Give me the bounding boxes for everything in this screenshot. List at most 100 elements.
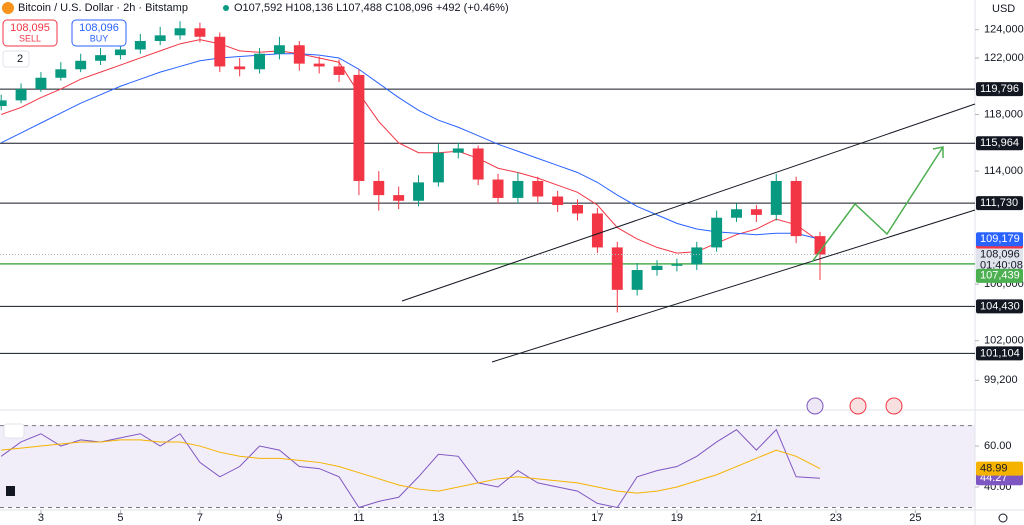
channel-lower bbox=[491, 209, 976, 363]
buy-price: 108,096 bbox=[79, 22, 119, 34]
y-tick-label: 99,200 bbox=[984, 374, 1018, 386]
candle-body bbox=[691, 247, 703, 265]
candle-body bbox=[273, 45, 285, 54]
x-tick-label: 21 bbox=[750, 512, 762, 524]
level-label-bg bbox=[976, 196, 1023, 211]
price-axis: 124,000122,000118,000114,000106,000102,0… bbox=[975, 24, 1024, 493]
sell-button[interactable] bbox=[2, 19, 58, 47]
sell-label: SELL bbox=[19, 33, 41, 43]
rsi-value-label: 48.99 bbox=[980, 463, 1008, 475]
y-tick-label: 114,000 bbox=[984, 165, 1023, 177]
candle-body bbox=[472, 148, 484, 180]
candle-body bbox=[393, 195, 405, 201]
last-price-bg bbox=[976, 248, 1023, 273]
candle-body bbox=[532, 180, 544, 197]
candle-body bbox=[552, 196, 564, 205]
candle-body bbox=[671, 264, 683, 266]
level-label: 111,730 bbox=[980, 197, 1018, 209]
moving-average bbox=[1, 39, 821, 254]
settings-icon[interactable] bbox=[998, 513, 1008, 523]
level-label-bg bbox=[976, 346, 1023, 361]
x-tick-label: 3 bbox=[38, 512, 44, 524]
level-label-bg bbox=[976, 82, 1023, 97]
candle-body bbox=[75, 60, 87, 70]
symbol-logo bbox=[2, 2, 14, 14]
candle-body bbox=[814, 236, 826, 255]
candle-body bbox=[413, 182, 425, 201]
candle-body bbox=[293, 45, 305, 64]
channel-upper bbox=[401, 103, 976, 302]
event-icon[interactable] bbox=[885, 397, 903, 415]
level-label: 119,796 bbox=[980, 83, 1019, 95]
candle-body bbox=[452, 148, 464, 153]
support-label-bg bbox=[976, 268, 1023, 283]
candle-body bbox=[95, 55, 107, 61]
symbol-title: Bitcoin / U.S. Dollar · 2h · Bitstamp bbox=[18, 2, 188, 14]
candle-body bbox=[174, 28, 186, 36]
x-tick-label: 9 bbox=[276, 512, 282, 524]
x-tick-label: 19 bbox=[671, 512, 683, 524]
candle-body bbox=[711, 217, 723, 248]
y-tick-label: 102,000 bbox=[984, 335, 1024, 347]
x-tick-label: 15 bbox=[512, 512, 524, 524]
candle-body bbox=[572, 205, 583, 214]
support-label: 107,439 bbox=[980, 270, 1020, 282]
x-tick-label: 25 bbox=[909, 512, 921, 524]
candle-body bbox=[55, 69, 67, 78]
candle-body bbox=[750, 209, 762, 215]
status-dot bbox=[223, 5, 229, 11]
y-tick-label: 118,000 bbox=[984, 108, 1023, 120]
candle-body bbox=[432, 152, 444, 183]
candle-body bbox=[194, 28, 206, 37]
candle-body bbox=[512, 180, 524, 198]
candle-body bbox=[114, 49, 126, 56]
level-label-bg bbox=[976, 136, 1023, 151]
indicator-count: 2 bbox=[17, 53, 23, 65]
candle-body bbox=[313, 63, 325, 67]
countdown: 01:40:08 bbox=[980, 259, 1023, 271]
candle-body bbox=[631, 270, 643, 290]
buy-button[interactable] bbox=[71, 19, 127, 47]
candle-body bbox=[492, 179, 504, 198]
x-tick-label: 17 bbox=[591, 512, 603, 524]
candle-body bbox=[790, 180, 802, 237]
buy-label: BUY bbox=[90, 33, 109, 43]
candle-body bbox=[731, 209, 742, 218]
plot: 3 5 7 9 11 13 15 17 19 21 23 25 bbox=[0, 21, 975, 524]
ohlc: O107,592 H108,136 L107,488 C108,096 +492… bbox=[234, 2, 509, 14]
projection-path bbox=[811, 146, 944, 263]
candle-body bbox=[35, 77, 47, 90]
header-bg bbox=[0, 0, 480, 17]
level-label: 115,964 bbox=[980, 137, 1019, 149]
moving-average bbox=[0, 53, 821, 240]
rsi-line bbox=[1, 439, 821, 494]
candle-body bbox=[154, 35, 166, 41]
projection-arrow bbox=[932, 146, 944, 158]
x-tick-label: 5 bbox=[117, 512, 123, 524]
sell-price: 108,095 bbox=[10, 22, 50, 34]
candle-body bbox=[333, 66, 345, 75]
candle-body bbox=[0, 100, 7, 107]
y-tick-label: 124,000 bbox=[984, 24, 1024, 36]
candle-body bbox=[591, 213, 603, 248]
y-tick-label: 60.00 bbox=[984, 440, 1012, 452]
indicator-toggle[interactable] bbox=[2, 50, 30, 68]
candle-body bbox=[15, 89, 27, 101]
pane-collapse[interactable] bbox=[3, 423, 25, 439]
ma-label: 109,179 bbox=[980, 233, 1020, 245]
candle-body bbox=[214, 36, 226, 67]
level-label: 101,104 bbox=[980, 347, 1020, 359]
x-tick-label: 13 bbox=[432, 512, 444, 524]
x-tick-label: 7 bbox=[197, 512, 203, 524]
x-tick-label: 11 bbox=[353, 512, 364, 524]
level-label-bg bbox=[976, 299, 1023, 314]
level-label: 104,430 bbox=[980, 300, 1020, 312]
y-tick-label: 122,000 bbox=[984, 52, 1024, 64]
candle-body bbox=[373, 180, 385, 196]
candle-body bbox=[254, 53, 266, 70]
event-icon[interactable] bbox=[849, 397, 867, 415]
event-icon[interactable] bbox=[806, 397, 824, 415]
currency[interactable]: USD bbox=[992, 3, 1015, 15]
